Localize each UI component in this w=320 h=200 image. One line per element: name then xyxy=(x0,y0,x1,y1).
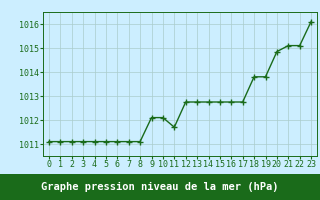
Text: Graphe pression niveau de la mer (hPa): Graphe pression niveau de la mer (hPa) xyxy=(41,182,279,192)
